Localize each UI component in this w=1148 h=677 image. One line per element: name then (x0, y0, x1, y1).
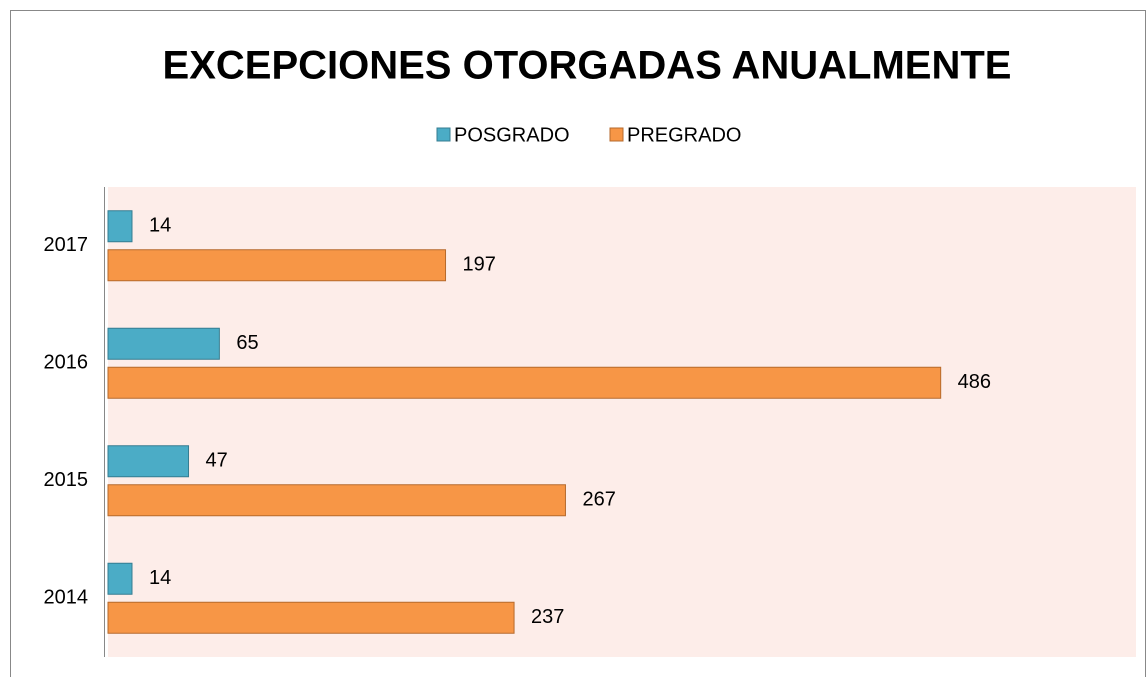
legend-label: PREGRADO (627, 124, 741, 146)
bar (107, 249, 447, 282)
bar (107, 210, 133, 243)
bar (107, 601, 515, 634)
bar (107, 327, 220, 360)
legend-swatch (436, 127, 451, 142)
data-label: 14 (149, 215, 171, 237)
bar (107, 484, 566, 517)
data-label: 197 (463, 254, 496, 276)
data-label: 486 (958, 371, 991, 393)
legend-swatch (609, 127, 624, 142)
data-label: 14 (149, 567, 171, 589)
y-tick-label: 2016 (44, 352, 89, 374)
bar (107, 562, 133, 595)
data-label: 267 (582, 489, 615, 511)
bar (107, 366, 942, 399)
data-label: 47 (206, 450, 228, 472)
bar (107, 445, 190, 478)
data-label: 65 (236, 332, 258, 354)
legend-label: POSGRADO (454, 124, 570, 146)
data-label: 237 (531, 606, 564, 628)
chart-title: EXCEPCIONES OTORGADAS ANUALMENTE (163, 44, 1012, 88)
y-tick-label: 2014 (44, 587, 89, 609)
y-tick-label: 2015 (44, 469, 89, 491)
y-tick-label: 2017 (44, 234, 89, 256)
